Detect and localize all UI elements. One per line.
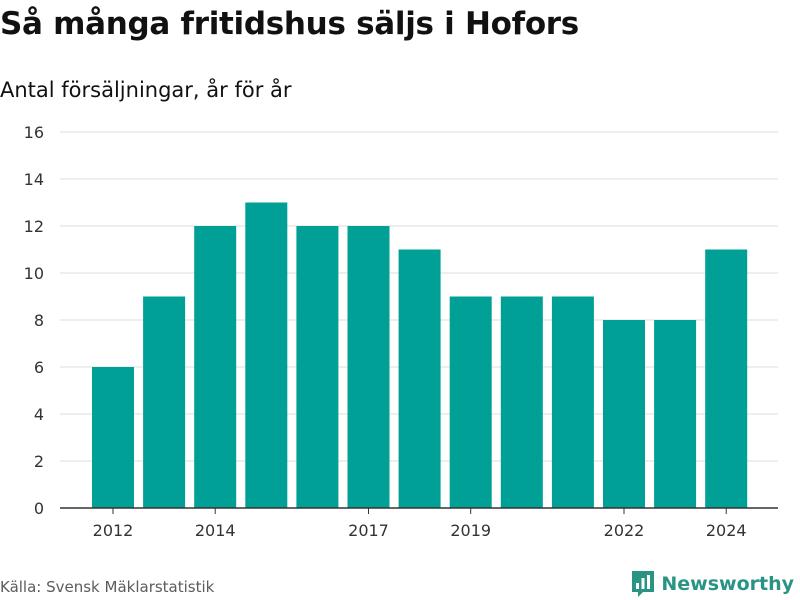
bar <box>92 367 134 508</box>
x-tick-label: 2022 <box>604 521 645 540</box>
bar <box>245 202 288 508</box>
bar <box>551 296 594 508</box>
x-tick-label: 2012 <box>93 521 134 540</box>
x-tick-label: 2019 <box>450 521 491 540</box>
chart-subtitle: Antal försäljningar, år för år <box>0 78 292 102</box>
x-tick-label: 2024 <box>706 521 747 540</box>
bar <box>398 249 441 508</box>
y-tick-label: 0 <box>34 499 44 518</box>
y-tick-label: 2 <box>34 452 44 471</box>
bar <box>500 296 543 508</box>
x-tick-label: 2017 <box>348 521 389 540</box>
chart-title: Så många fritidshus säljs i Hofors <box>0 6 579 42</box>
brand-name: Newsworthy <box>661 573 794 595</box>
bar <box>296 226 339 508</box>
bar <box>449 296 492 508</box>
y-tick-label: 10 <box>24 264 44 283</box>
bar <box>705 249 748 508</box>
bar <box>654 320 697 508</box>
brand-logo: Newsworthy <box>631 570 794 598</box>
bar <box>347 226 390 508</box>
bar <box>194 226 237 508</box>
y-tick-label: 12 <box>24 217 44 236</box>
y-tick-label: 8 <box>34 311 44 330</box>
y-tick-label: 4 <box>34 405 44 424</box>
bar <box>603 320 645 508</box>
y-tick-label: 16 <box>24 123 44 142</box>
y-tick-label: 14 <box>24 170 44 189</box>
y-tick-label: 6 <box>34 358 44 377</box>
bar <box>143 296 186 508</box>
x-tick-label: 2014 <box>195 521 236 540</box>
source-note: Källa: Svensk Mäklarstatistik <box>0 578 215 596</box>
newsworthy-logo-icon <box>632 571 655 597</box>
